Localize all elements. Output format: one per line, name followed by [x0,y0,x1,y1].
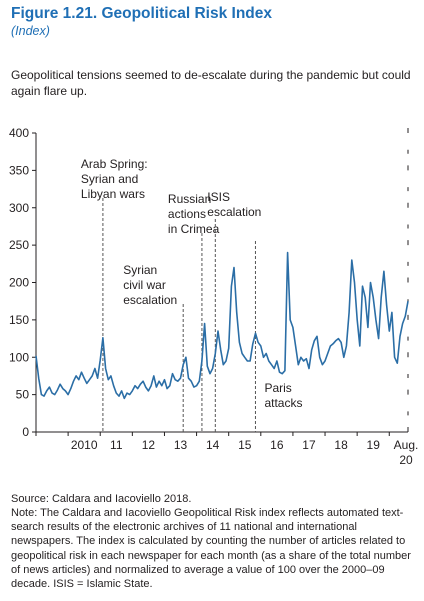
y-tick-label: 250 [9,238,29,252]
event-label: attacks [264,396,302,410]
event-label: Syrian and [81,172,138,186]
y-tick-label: 300 [9,201,29,215]
figure-source: Source: Caldara and Iacoviello 2018. [11,493,192,505]
x-tick-label: 19 [367,438,381,452]
event-label: in Crimea [168,222,220,236]
event-label: ISIS [207,190,230,204]
y-tick-label: 150 [9,313,29,327]
x-tick-label: 15 [238,438,252,452]
figure-description: Geopolitical tensions seemed to de-escal… [11,68,411,98]
event-label: Syrian [123,263,157,277]
figure-title: Figure 1.21. Geopolitical Risk Index [11,5,272,22]
x-end-label-month: Aug. [394,438,419,452]
x-tick-label: 14 [206,438,220,452]
event-label: Paris [264,381,291,395]
risk-index-chart: 0 50 100 150 200 250 300 350 400 2010 11 12 13 14 15 16… [9,126,419,467]
figure-note: Note: The Caldara and Iacoviello Geopoli… [11,507,411,591]
y-tick-label: 350 [9,163,29,177]
y-tick-label: 100 [9,350,29,364]
risk-index-series-line [35,251,409,400]
x-tick-label: 16 [270,438,284,452]
y-tick-label: 400 [9,126,29,140]
y-tick-label: 200 [9,276,29,290]
x-end-label-year: 20 [399,453,413,467]
event-label: actions [168,207,206,221]
y-tick-label: 50 [16,388,30,402]
event-label: civil war [123,278,166,292]
event-label: Libyan wars [81,187,145,201]
x-tick-label: 13 [174,438,188,452]
figure-subtitle: (Index) [11,24,50,38]
x-tick-label: 17 [302,438,316,452]
x-tick-label: 2010 [71,438,98,452]
event-label: Russian [168,192,211,206]
x-tick-label: 11 [110,438,123,452]
event-label: escalation [123,293,177,307]
event-label: escalation [207,205,261,219]
x-tick-label: 18 [334,438,348,452]
x-tick-label: 12 [142,438,156,452]
y-tick-label: 0 [22,425,29,439]
event-label: Arab Spring: [81,157,148,171]
